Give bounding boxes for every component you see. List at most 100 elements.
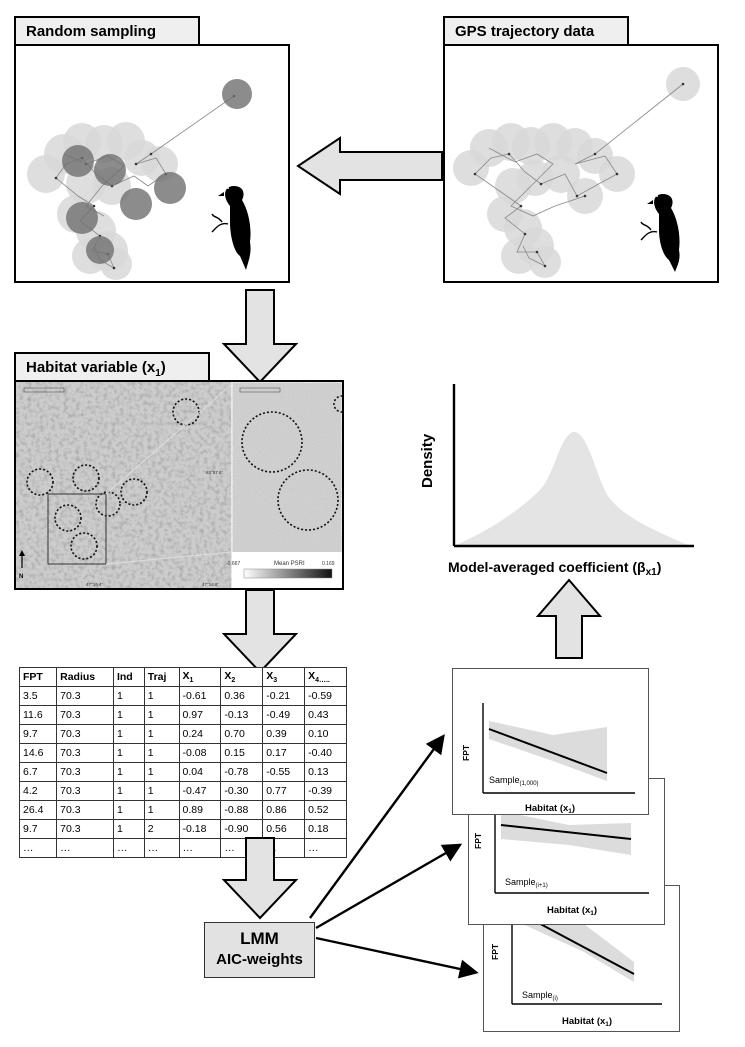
scale-max: 0.169	[322, 561, 335, 567]
table-cell: 0.10	[304, 724, 347, 744]
sample-plot-i: FPT Sample(i) Habitat (x1)	[490, 900, 662, 1028]
table-cell: 0.97	[178, 705, 222, 725]
scale-label: Mean PSRI	[274, 561, 305, 567]
card-xlabel: Habitat (x1)	[525, 803, 575, 814]
card-ylabel: FPT	[461, 744, 471, 761]
table-cell: 1	[143, 724, 180, 744]
gps-trajectory-title: GPS trajectory data	[443, 16, 629, 46]
table-cell: 0.13	[304, 762, 347, 782]
table-header-cell: FPT	[18, 667, 58, 687]
sample-card-1000: FPT Sample(1,000) Habitat (x1)	[452, 668, 649, 815]
table-cell: 1	[143, 686, 180, 706]
table-cell: 11.6	[18, 705, 58, 725]
table-cell: -0.55	[262, 762, 306, 782]
sampling-circles-dark	[62, 79, 252, 264]
card-ylabel: FPT	[473, 832, 483, 849]
card-sample-label: Sample(i+1)	[505, 877, 548, 889]
table-cell: 70.3	[56, 781, 114, 801]
table-cell: 0.15	[220, 743, 264, 763]
woodpecker-icon-gps	[640, 194, 680, 272]
table-header-cell: X1	[178, 667, 222, 687]
table-cell: 6.7	[18, 762, 58, 782]
table-header-cell: Radius	[56, 667, 114, 687]
table-cell: 70.3	[56, 819, 114, 839]
table-header-cell: Traj	[143, 667, 180, 687]
random-sampling-panel	[14, 44, 290, 283]
sample-plot-1000: FPT Sample(1,000) Habitat (x1)	[461, 703, 635, 815]
map-coordinate: 47°14.8'	[202, 582, 219, 587]
lmm-arrows	[309, 734, 479, 979]
density-ylabel: Density	[419, 433, 436, 488]
habitat-map: -0.667 Mean PSRI 0.169 63°57.8' 47°16.4'…	[16, 381, 351, 589]
table-header-cell: Ind	[112, 667, 145, 687]
gps-trajectory-panel	[443, 44, 719, 283]
table-cell: -0.88	[220, 800, 264, 820]
card-ylabel: FPT	[490, 943, 500, 960]
arrow-down-1	[222, 289, 298, 384]
table-row: ……………………	[18, 838, 347, 858]
density-xlabel: Model-averaged coefficient (βx1)	[448, 559, 661, 578]
table-cell: 1	[143, 781, 180, 801]
table-row: 6.7 70.3 1 1 0.04 -0.78 -0.55 0.13	[18, 762, 347, 782]
lmm-label: LMM	[240, 929, 279, 948]
table-cell: 70.3	[56, 743, 114, 763]
table-cell: 26.4	[18, 800, 58, 820]
table-cell: 70.3	[56, 724, 114, 744]
table-cell: -0.90	[220, 819, 264, 839]
gps-lines	[474, 83, 684, 267]
scale-min: -0.667	[226, 561, 240, 567]
table-row: 26.4 70.3 1 1 0.89 -0.88 0.86 0.52	[18, 800, 347, 820]
table-row: 14.6 70.3 1 1 -0.08 0.15 0.17 -0.40	[18, 743, 347, 763]
table-cell: 1	[143, 800, 180, 820]
table-cell: -0.49	[262, 705, 306, 725]
table-header-row: FPT Radius Ind Traj X1 X2 X3 X4…..	[18, 667, 347, 687]
table-cell: -0.59	[304, 686, 347, 706]
table-cell: -0.08	[178, 743, 222, 763]
arrow-down-2	[222, 589, 298, 674]
table-cell: 70.3	[56, 705, 114, 725]
table-cell: -0.78	[220, 762, 264, 782]
sample-data-table: FPT Radius Ind Traj X1 X2 X3 X4….. 3.5 70.3 1 1 -0.…	[18, 667, 347, 858]
table-cell: …	[18, 838, 58, 858]
table-cell: 9.7	[18, 724, 58, 744]
table-header-cell: X4…..	[304, 667, 347, 687]
north-label: N	[19, 574, 23, 580]
table-row: 4.2 70.3 1 1 -0.47 -0.30 0.77 -0.39	[18, 781, 347, 801]
table-cell: 0.24	[178, 724, 222, 744]
table-cell: 1	[112, 686, 145, 706]
table-cell: 1	[112, 800, 145, 820]
card-xlabel: Habitat (x1)	[547, 905, 597, 917]
table-cell: 0.89	[178, 800, 222, 820]
table-cell: -0.61	[178, 686, 222, 706]
arrow-up	[536, 578, 602, 659]
table-cell: …	[178, 838, 222, 858]
table-cell: 3.5	[18, 686, 58, 706]
table-cell: 0.86	[262, 800, 306, 820]
table-cell: 1	[112, 781, 145, 801]
table-header-cell: X2	[220, 667, 264, 687]
card-xlabel: Habitat (x1)	[562, 1016, 612, 1028]
density-plot: Density Model-averaged coefficient (βx1)	[419, 384, 694, 578]
table-cell: 0.70	[220, 724, 264, 744]
table-cell: 1	[143, 743, 180, 763]
table-cell: 0.18	[304, 819, 347, 839]
table-cell: 0.04	[178, 762, 222, 782]
north-arrow-icon	[19, 550, 25, 568]
table-cell: 70.3	[56, 762, 114, 782]
table-cell: -0.47	[178, 781, 222, 801]
table-row: 9.7 70.3 1 1 0.24 0.70 0.39 0.10	[18, 724, 347, 744]
map-coordinate: 63°57.8'	[206, 470, 223, 475]
card-sample-label: Sample(i)	[522, 990, 558, 1002]
random-sampling-plot	[27, 79, 252, 280]
density-curve	[454, 432, 690, 546]
table-cell: 0.17	[262, 743, 306, 763]
table-cell: 0.39	[262, 724, 306, 744]
gps-points	[473, 82, 685, 268]
table-cell: …	[304, 838, 347, 858]
table-row: 11.6 70.3 1 1 0.97 -0.13 -0.49 0.43	[18, 705, 347, 725]
table-cell: 70.3	[56, 800, 114, 820]
table-cell: 1	[143, 705, 180, 725]
arrow-left	[296, 136, 443, 196]
table-cell: 70.3	[56, 686, 114, 706]
table-cell: 1	[112, 705, 145, 725]
